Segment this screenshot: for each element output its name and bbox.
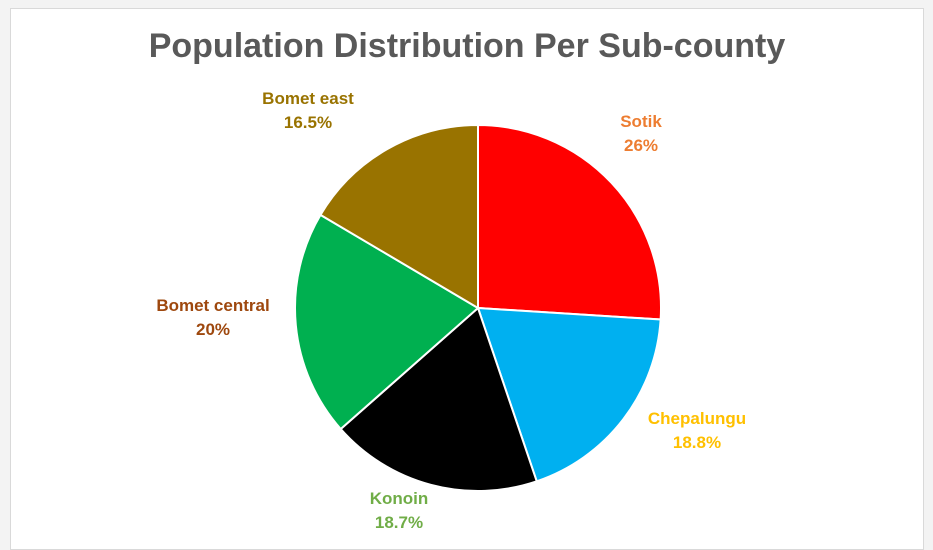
slice-label-sotik: Sotik xyxy=(620,112,662,131)
slice-value-chepalungu: 18.8% xyxy=(673,433,721,452)
slice-label-chepalungu: Chepalungu xyxy=(648,409,746,428)
pie-slice-chepalungu xyxy=(476,306,662,483)
pie-slice-bomet-east xyxy=(319,123,479,310)
slice-value-sotik: 26% xyxy=(624,136,658,155)
slice-value-konoin: 18.7% xyxy=(375,513,423,532)
slice-value-bomet-central: 20% xyxy=(196,320,230,339)
pie-slice-sotik xyxy=(477,123,662,321)
pie-chart: Sotik 26% Chepalungu 18.8% Konoin 18.7% Bomet … xyxy=(156,89,746,532)
pie-slice-konoin xyxy=(339,306,539,492)
chart-title: Population Distribution Per Sub-county xyxy=(148,27,786,65)
slice-label-bomet-central: Bomet central xyxy=(156,296,269,315)
slice-value-bomet-east: 16.5% xyxy=(284,113,332,132)
slice-label-konoin: Konoin xyxy=(370,489,429,508)
chart-card: Population Distribution Per Sub-county S… xyxy=(10,8,924,550)
pie-slice-bomet-central xyxy=(294,213,480,431)
slice-label-bomet-east: Bomet east xyxy=(262,89,354,108)
